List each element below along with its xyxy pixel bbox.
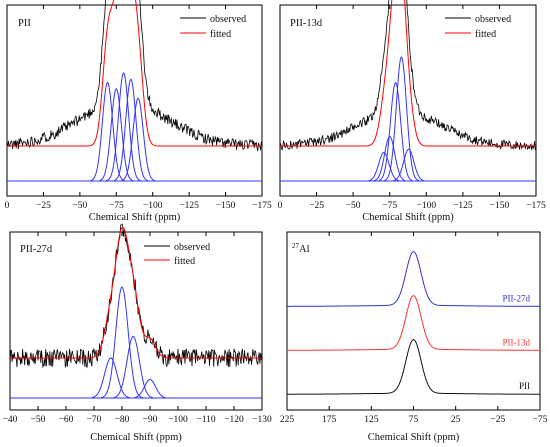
deconvolved-peak-2 — [100, 286, 144, 399]
trace-pii-13d — [286, 295, 541, 351]
x-tick-label: −25 — [309, 201, 324, 211]
legend-label-fitted: fitted — [475, 29, 496, 40]
x-tick-label: 0 — [5, 201, 10, 211]
x-tick-label: 0 — [278, 201, 283, 211]
deconvolved-peak-3 — [113, 335, 153, 399]
panel-27al: 27Al 225 175 125 75 25 −25 −75 PII-27dPII-13dP… — [280, 231, 548, 443]
panel-label-superscript: 27 — [292, 242, 300, 250]
x-axis-ticks: −40 −50 −60 −70 −80 −90 −100 −110 −120 −130 — [3, 232, 272, 425]
fitted-spectrum — [280, 0, 536, 147]
x-tick-label: 125 — [364, 415, 379, 425]
trace-label-pii-13d: PII-13d — [503, 337, 531, 347]
deconvolved-peak-4 — [383, 56, 419, 182]
x-tick-label: −40 — [3, 415, 18, 425]
x-tick-label: −75 — [109, 201, 124, 211]
x-tick-label: −80 — [115, 415, 130, 425]
curves — [279, 0, 537, 182]
deconvolved-peak-5 — [393, 148, 424, 182]
x-tick-label: −25 — [36, 201, 51, 211]
x-tick-label: −150 — [216, 201, 236, 211]
panel-label: PII-13d — [290, 18, 323, 29]
x-axis-ticks: 0 −25 −50 −75 −100 −125 −150 −175 — [5, 5, 272, 211]
legend: observed fitted — [144, 242, 210, 267]
x-tick-label: 75 — [409, 415, 419, 425]
deconvolved-peak-1 — [368, 151, 399, 182]
x-axis-title: Chemical Shift (ppm) — [90, 432, 182, 443]
plot-frame — [279, 4, 537, 197]
panel-label-element: Al — [299, 244, 310, 255]
x-tick-label: 225 — [280, 415, 295, 425]
legend-label-observed: observed — [210, 14, 246, 25]
x-tick-label: −100 — [143, 201, 163, 211]
trace-label-pii-27d: PII-27d — [503, 293, 531, 303]
curves — [286, 251, 541, 395]
x-tick-label: −150 — [490, 201, 510, 211]
fitted-spectrum — [7, 0, 262, 147]
panel-label: PII-27d — [20, 244, 53, 255]
x-axis-ticks: 225 175 125 75 25 −25 −75 — [280, 232, 548, 425]
plot-frame — [286, 231, 541, 411]
legend: observed fitted — [445, 14, 511, 40]
deconvolved-peak-5 — [121, 97, 156, 182]
x-tick-label: −125 — [453, 201, 473, 211]
legend-label-fitted: fitted — [174, 256, 195, 267]
x-tick-label: −110 — [196, 415, 216, 425]
panel-label: PII — [18, 18, 31, 29]
trace-pii-27d — [287, 251, 540, 307]
panel-pii-27d: PII-27d observed fitted −40 −50 −60 −70 −80−… — [3, 223, 272, 443]
fitted-spectrum — [10, 226, 262, 359]
legend-label-fitted: fitted — [210, 29, 231, 40]
trace-label-pii: PII — [519, 381, 530, 391]
legend-label-observed: observed — [174, 242, 210, 253]
panel-pii-13d: PII-13d observed fitted 0 −25 −50 −75 −100 −1… — [278, 0, 546, 223]
observed-spectrum — [6, 0, 263, 152]
curves — [6, 0, 263, 182]
observed-spectrum — [279, 0, 537, 151]
x-tick-label: −50 — [31, 415, 46, 425]
plot-frame — [9, 231, 263, 411]
deconvolved-peak-4 — [134, 379, 166, 399]
x-tick-label: −175 — [252, 201, 272, 211]
x-tick-label: −50 — [346, 201, 361, 211]
x-tick-label: −125 — [179, 201, 199, 211]
x-axis-ticks: 0 −25 −50 −75 −100 −125 −150 −175 — [278, 5, 546, 211]
x-tick-label: −130 — [252, 415, 272, 425]
legend: observed fitted — [180, 14, 246, 40]
x-axis-title: Chemical Shift (ppm) — [89, 212, 181, 223]
x-tick-label: −70 — [87, 415, 102, 425]
x-axis-title: Chemical Shift (ppm) — [362, 212, 454, 223]
trace-pii — [286, 339, 541, 395]
x-tick-label: −75 — [382, 201, 397, 211]
x-tick-label: −100 — [168, 415, 188, 425]
curves — [9, 223, 263, 399]
deconvolved-peak-4 — [113, 78, 149, 182]
x-axis-title: Chemical Shift (ppm) — [368, 432, 460, 443]
x-tick-label: −90 — [143, 415, 158, 425]
x-tick-label: −75 — [533, 415, 548, 425]
x-tick-label: −25 — [490, 415, 505, 425]
trace-labels: PII-27d PII-13d PII — [503, 293, 531, 391]
deconvolved-peak-3 — [106, 72, 142, 182]
x-tick-label: 175 — [322, 415, 337, 425]
deconvolved-peak-1 — [91, 357, 130, 399]
x-tick-label: −100 — [416, 201, 436, 211]
panel-pii: PII observed fitted 0 −25 −50 −75 −100 −125 −1… — [5, 0, 272, 223]
deconvolved-peak-3 — [378, 82, 413, 181]
x-tick-label: −60 — [59, 415, 74, 425]
legend-label-observed: observed — [475, 14, 511, 25]
plot-frame — [6, 4, 263, 197]
x-tick-label: −50 — [72, 201, 87, 211]
x-tick-label: 25 — [451, 415, 461, 425]
x-tick-label: −120 — [224, 415, 244, 425]
panel-label: 27Al — [292, 242, 310, 255]
x-tick-label: −175 — [526, 201, 546, 211]
